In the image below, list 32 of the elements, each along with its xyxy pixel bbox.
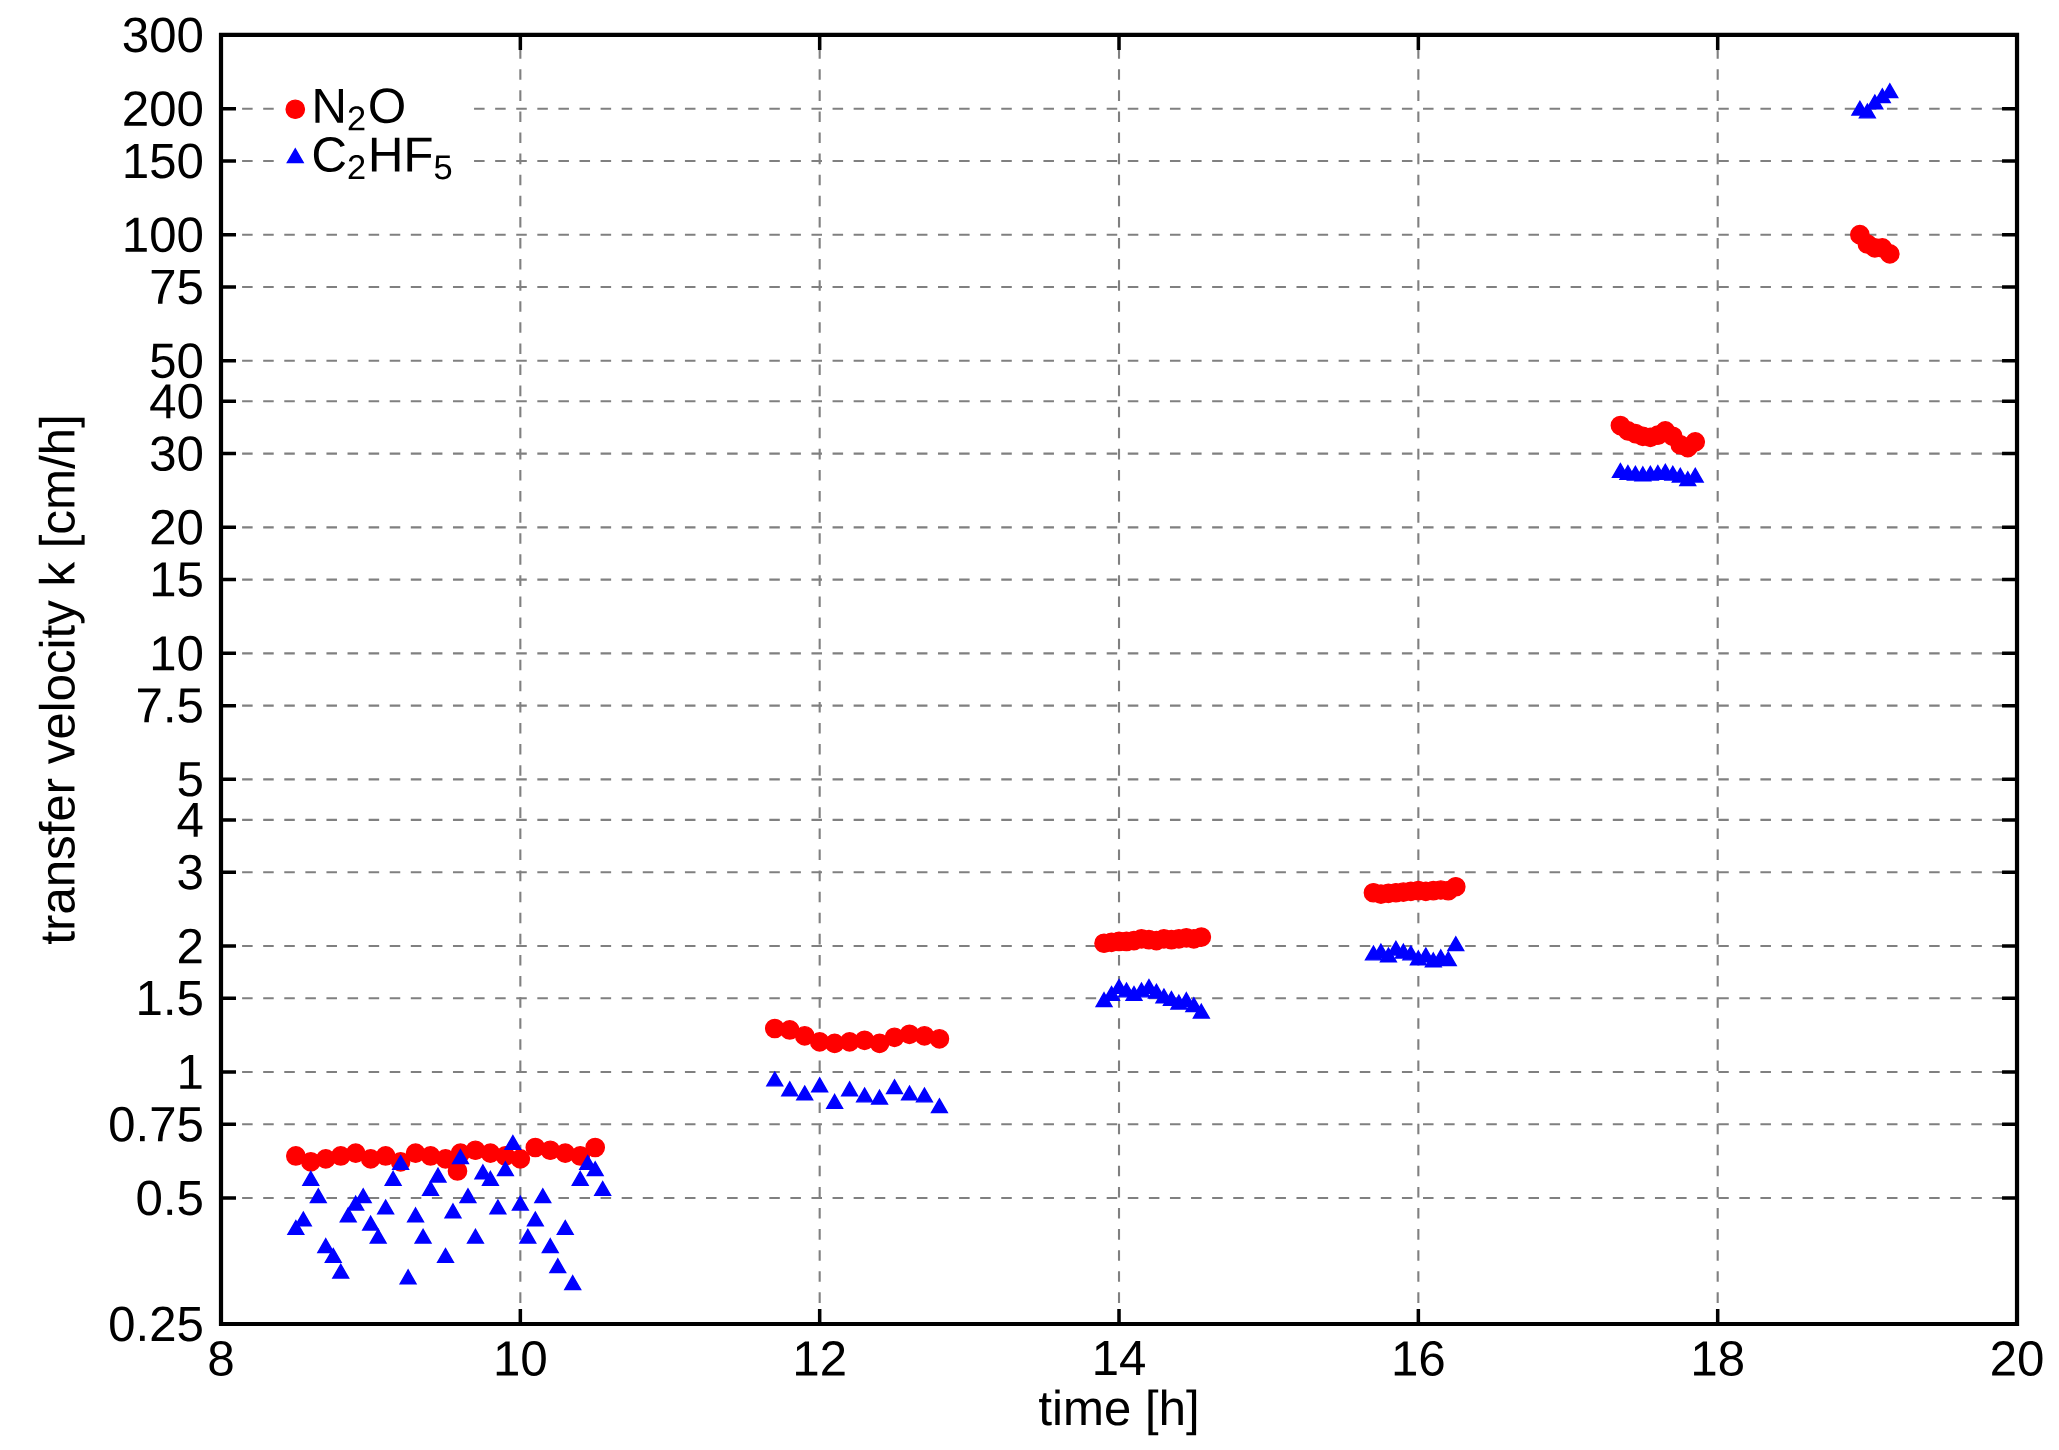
y-tick-label: 10: [152, 635, 202, 671]
y-tick-label: 5: [178, 762, 202, 797]
x-axis-title: time [h]: [1039, 1389, 1197, 1436]
y-tick-label: 0.25: [110, 1306, 202, 1342]
x-tick-label: 20: [1992, 1341, 2043, 1376]
y-axis-title: transfer velocity k [cm/h]: [38, 417, 85, 944]
y-tick-label: 1.5: [139, 981, 202, 1016]
y-tick-label: 200: [124, 91, 202, 127]
y-tick-label: 2: [179, 928, 202, 964]
x-tick-label: 16: [1394, 1341, 1444, 1376]
y-tick-label: 300: [123, 17, 202, 53]
y-tick-label: 50: [151, 343, 202, 379]
y-tick-label: 40: [150, 383, 202, 419]
y-tick-label: 0.75: [110, 1106, 202, 1142]
x-tick-label: 14: [1095, 1341, 1145, 1375]
x-tick-label: 10: [496, 1341, 546, 1376]
y-tick-label: 1: [180, 1055, 202, 1089]
legend-label: N$_{2}$O: [315, 88, 404, 131]
y-tick-label: 100: [125, 217, 202, 253]
y-tick-label: 30: [151, 436, 202, 472]
x-tick-label: 18: [1694, 1341, 1743, 1376]
y-tick-label: 75: [151, 269, 202, 305]
x-tick-label: 8: [209, 1341, 233, 1376]
legend-label: C$_{2}$HF$_{5}$: [313, 137, 452, 180]
y-tick-label: 7.5: [138, 688, 202, 723]
y-tick-label: 150: [125, 143, 202, 179]
y-tick-label: 20: [151, 509, 202, 545]
y-tick-label: 4: [177, 803, 203, 837]
y-tick-label: 3: [178, 854, 202, 890]
y-tick-label: 0.5: [137, 1180, 202, 1216]
x-tick-label: 12: [796, 1341, 845, 1376]
y-tick-label: 15: [152, 562, 202, 597]
